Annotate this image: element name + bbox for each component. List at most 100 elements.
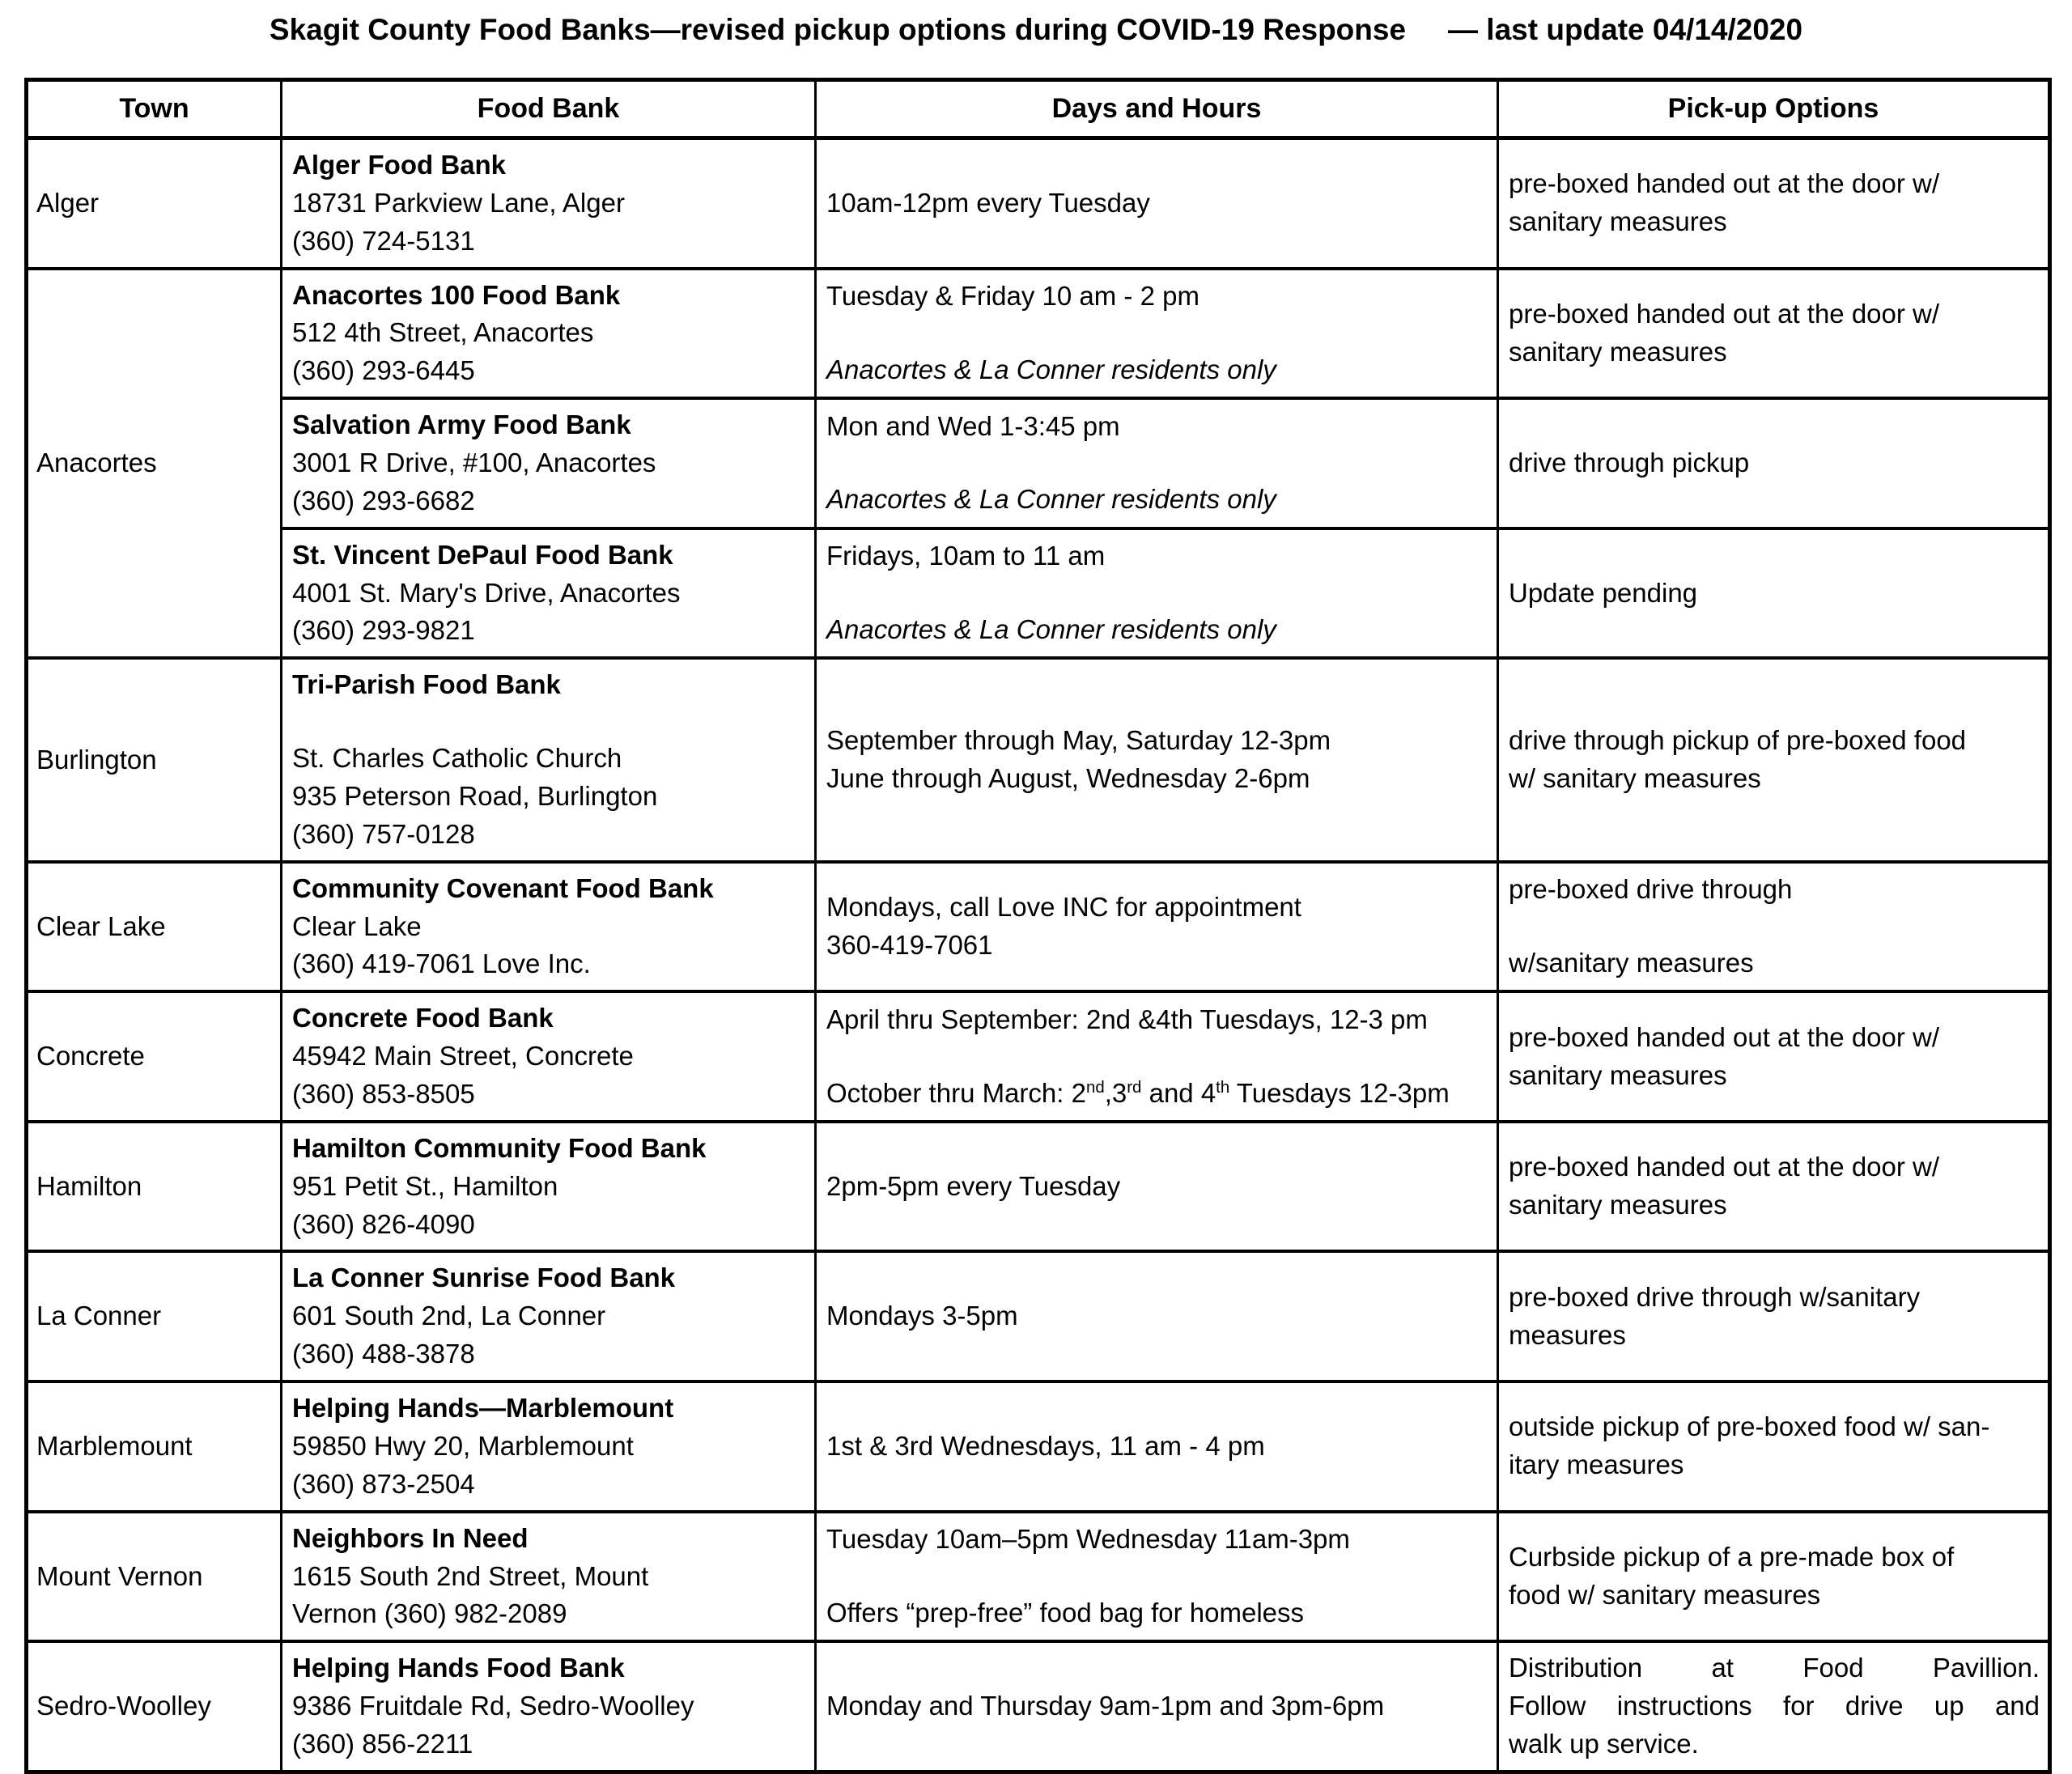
town-label: Hamilton — [36, 1170, 142, 1201]
town-cell: Alger — [25, 136, 282, 270]
cell-line: 935 Peterson Road, Burlington — [292, 781, 658, 812]
town-label: Burlington — [36, 744, 157, 775]
bank-cell: Salvation Army Food Bank 3001 R Drive, #1… — [280, 397, 817, 530]
header-town: Town — [25, 79, 282, 140]
cell-line: drive through pickup of pre-boxed food — [1509, 725, 1967, 756]
town-label: La Conner — [36, 1301, 162, 1331]
town-cell: Hamilton — [25, 1119, 282, 1253]
pickup-cell: pre-boxed drive through w/sanitary measur… — [1497, 1250, 2051, 1383]
days-cell: Fridays, 10am to 11 am Anacortes & La Con… — [814, 526, 1499, 660]
cell-line: Mondays, call Love INC for appointment — [826, 892, 1301, 923]
cell-line: 1st & 3rd Wednesdays, 11 am - 4 pm — [826, 1430, 1265, 1461]
table-row: Alger Alger Food Bank 18731 Parkview Lane,… — [25, 136, 2051, 270]
cell-line: Salvation Army Food Bank — [292, 410, 631, 440]
bank-cell: Neighbors In Need 1615 South 2nd Street, … — [280, 1509, 817, 1643]
town-label: Sedro-Woolley — [36, 1691, 211, 1721]
cell-line: (360) 488-3878 — [292, 1339, 475, 1369]
cell-line: Clear Lake — [292, 910, 422, 941]
ordinal-superscript: nd — [1085, 1077, 1105, 1097]
cell-line: Neighbors In Need — [292, 1522, 529, 1553]
pickup-cell: pre-boxed handed out at the door w/sanit… — [1497, 1119, 2051, 1253]
cell-line: (360) 853-8505 — [292, 1079, 475, 1110]
days-cell: Tuesday 10am–5pm Wednesday 11am-3pm Offer… — [814, 1509, 1499, 1643]
bank-cell: Community Covenant Food Bank Clear Lake (3… — [280, 859, 817, 993]
bank-cell: La Conner Sunrise Food Bank 601 South 2nd… — [280, 1250, 817, 1383]
cell-line: 9386 Fruitdale Rd, Sedro-Woolley — [292, 1691, 694, 1721]
days-cell: Mondays 3-5pm — [814, 1250, 1499, 1383]
cell-line: 360-419-7061 — [826, 930, 993, 961]
days-cell: Tuesday & Friday 10 am - 2 pm Anacortes &… — [814, 266, 1499, 400]
town-label: Clear Lake — [36, 910, 166, 941]
days-cell: Monday and Thursday 9am-1pm and 3pm-6pm — [814, 1640, 1499, 1773]
header-row: Town Food Bank Days and Hours Pick-up Op… — [25, 79, 2051, 140]
cell-line: (360) 757-0128 — [292, 818, 475, 849]
cell-line: drive through pickup — [1509, 448, 1750, 478]
cell-line: (360) 724-5131 — [292, 225, 475, 256]
pickup-cell: pre-boxed handed out at the door w/sanit… — [1497, 990, 2051, 1123]
cell-line: 1615 South 2nd Street, Mount — [292, 1560, 649, 1591]
text-segment: and 4 — [1141, 1077, 1216, 1108]
cell-line: pre-boxed handed out at the door w/ — [1509, 1152, 1940, 1182]
cell-line: Anacortes & La Conner residents only — [826, 614, 1276, 645]
cell-line: Anacortes & La Conner residents only — [826, 484, 1276, 515]
cell-line: Anacortes 100 Food Bank — [292, 279, 621, 310]
table-row: Marblemount Helping Hands—Marblemount 5985… — [25, 1380, 2051, 1513]
cell-line: Mon and Wed 1-3:45 pm — [826, 410, 1120, 441]
cell-line: (360) 293-6682 — [292, 485, 475, 516]
cell-line: Helping Hands Food Bank — [292, 1653, 625, 1683]
cell-line: Vernon (360) 982-2089 — [292, 1598, 567, 1629]
page-title: Skagit County Food Banks—revised pickup … — [0, 0, 2072, 47]
cell-line: (360) 293-6445 — [292, 355, 475, 386]
cell-line: 3001 R Drive, #100, Anacortes — [292, 448, 656, 478]
cell-line: Community Covenant Food Bank — [292, 872, 714, 903]
cell-line: Tuesday & Friday 10 am - 2 pm — [826, 281, 1199, 311]
bank-cell: Helping Hands—Marblemount 59850 Hwy 20, M… — [280, 1380, 817, 1513]
cell-line: 512 4th Street, Anacortes — [292, 317, 594, 348]
pickup-cell: Update pending — [1497, 526, 2051, 660]
pickup-cell: drive through pickup of pre-boxed food w/… — [1497, 656, 2051, 864]
town-label: Anacortes — [36, 448, 157, 478]
cell-line: Update pending — [1509, 577, 1698, 608]
table-row: Burlington Tri-Parish Food Bank St. Charle… — [25, 656, 2051, 864]
cell-line: Tri-Parish Food Bank — [292, 669, 561, 700]
bank-cell: St. Vincent DePaul Food Bank 4001 St. Mar… — [280, 526, 817, 660]
ordinal-superscript: rd — [1127, 1077, 1142, 1097]
cell-line: sanitary measures — [1509, 1190, 1727, 1220]
header-pickup-options: Pick-up Options — [1497, 79, 2051, 140]
pickup-cell: Distribution at Food Pavillion. Follow in… — [1497, 1640, 2051, 1773]
table-row: Hamilton Hamilton Community Food Bank 951 … — [25, 1119, 2051, 1253]
pickup-cell: Curbside pickup of a pre-made box of food… — [1497, 1509, 2051, 1643]
cell-line: outside pickup of pre-boxed food w/ san- — [1509, 1411, 1990, 1442]
cell-line: 2pm-5pm every Tuesday — [826, 1170, 1121, 1201]
table-row: Salvation Army Food Bank 3001 R Drive, #1… — [27, 397, 2051, 530]
town-label: Marblemount — [36, 1430, 193, 1461]
cell-line: Monday and Thursday 9am-1pm and 3pm-6pm — [826, 1691, 1385, 1721]
food-banks-table: Town Food Bank Days and Hours Pick-up Op… — [24, 78, 2052, 1774]
town-cell: La Conner — [25, 1250, 282, 1383]
days-cell: September through May, Saturday 12-3pm Ju… — [814, 656, 1499, 864]
cell-line: Anacortes & La Conner residents only — [826, 354, 1276, 384]
town-cell: Marblemount — [25, 1380, 282, 1513]
town-label: Alger — [36, 187, 100, 218]
pickup-cell: pre-boxed drive through w/sanitary measur… — [1497, 859, 2051, 993]
cell-line: w/sanitary measures — [1509, 948, 1754, 978]
town-cell: Clear Lake — [25, 859, 282, 993]
bank-cell: Anacortes 100 Food Bank 512 4th Street, A… — [280, 266, 817, 400]
cell-line: St. Charles Catholic Church — [292, 743, 622, 774]
cell-line: pre-boxed handed out at the door w/ — [1509, 299, 1940, 329]
pickup-cell: outside pickup of pre-boxed food w/ san-… — [1497, 1380, 2051, 1513]
table-row: Sedro-Woolley Helping Hands Food Bank 9386… — [25, 1640, 2051, 1773]
cell-line: 4001 St. Mary's Drive, Anacortes — [292, 577, 681, 608]
table-row: Anacortes Anacortes 100 Food Bank 512 4th … — [25, 266, 2051, 660]
page-title-main: Skagit County Food Banks—revised pickup … — [269, 13, 1407, 46]
cell-line: 18731 Parkview Lane, Alger — [292, 187, 625, 218]
cell-line: St. Vincent DePaul Food Bank — [292, 539, 673, 570]
cell-line: (360) 873-2504 — [292, 1468, 475, 1499]
cell-line: Helping Hands—Marblemount — [292, 1393, 674, 1424]
bank-cell: Helping Hands Food Bank 9386 Fruitdale Rd… — [280, 1640, 817, 1773]
text-segment: Tuesdays 12-3pm — [1229, 1077, 1450, 1108]
town-cell: Mount Vernon — [25, 1509, 282, 1643]
table-row: La Conner La Conner Sunrise Food Bank 601 … — [25, 1250, 2051, 1383]
cell-line: walk up service. — [1509, 1728, 1699, 1759]
bank-cell: Alger Food Bank 18731 Parkview Lane, Alge… — [280, 136, 817, 270]
